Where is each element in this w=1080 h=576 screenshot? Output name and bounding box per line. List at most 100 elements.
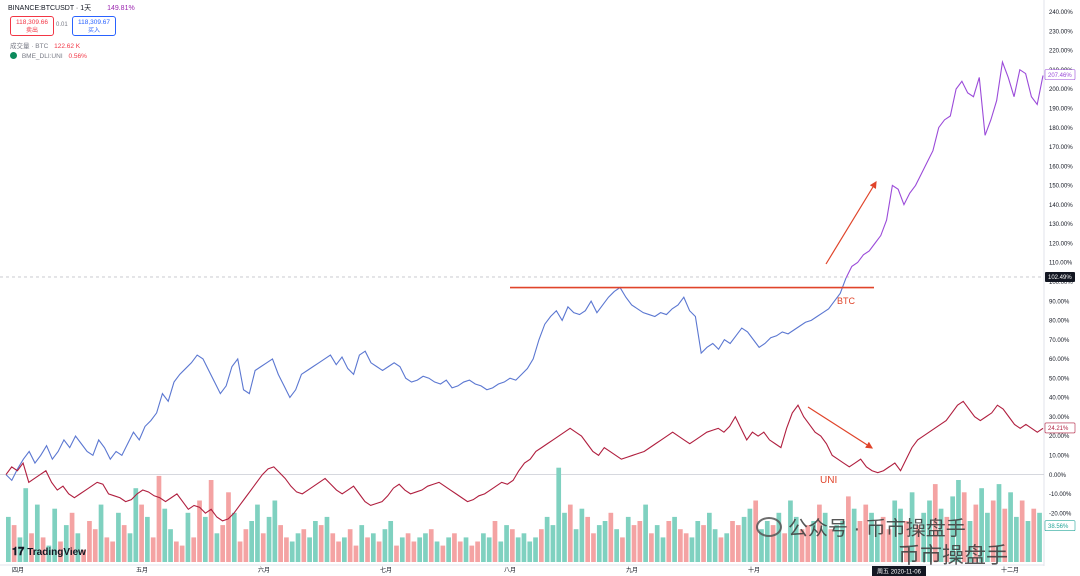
x-tick-label: 六月 [258,566,270,574]
wechat-icon [756,517,782,537]
volume-bar [550,525,556,562]
btc-last-price-tag: 207.46% [1044,69,1076,80]
volume-legend-label: 成交量 · BTC [10,43,49,50]
volume-bar [747,508,753,562]
buy-button[interactable]: 118,309.67 买入 [72,16,116,36]
volume-bar [185,512,191,562]
volume-bar [139,504,144,562]
buy-label: 买入 [87,28,100,34]
volume-bar [921,512,927,562]
tradingview-logo[interactable]: 𝟏𝟕 TradingView [12,546,86,559]
volume-bar [278,525,283,562]
volume-bar [104,537,110,562]
volume-bar [318,525,324,562]
sell-button[interactable]: 118,309.66 卖出 [10,16,54,36]
volume-bar [631,525,637,562]
volume-bar [985,512,990,562]
volume-bar [828,529,834,562]
volume-bar [932,484,938,562]
tradingview-logo-text: TradingView [27,547,86,558]
volume-bar [162,508,168,562]
volume-legend[interactable]: 成交量 · BTC 122.62 K [10,40,80,50]
volume-bar [1025,521,1031,562]
uni-last-price-tag: 24.21% [1044,422,1076,434]
volume-bar [272,500,278,562]
volume-bar [585,516,591,562]
volume-bar [817,504,822,562]
y-tick-label: 140.00% [1049,203,1073,209]
btc-annotation-label: BTC [837,296,856,306]
crosshair-price-tag-bg [1045,271,1075,282]
volume-bar [909,492,915,562]
volume-last-price-tag-bg [1044,520,1076,531]
volume-bar [950,496,956,562]
volume-bar [649,533,654,562]
volume-bar [660,537,666,562]
volume-bar [145,516,150,562]
x-tick-label: 四月 [12,567,24,574]
symbol-title[interactable]: BINANCE:BTCUSDT · 1天 [8,5,92,12]
volume-bar [336,541,341,562]
volume-bar [834,525,840,562]
volume-bar [527,541,533,562]
watermark-text-1: 公众号 · 币市操盘手 [788,518,966,540]
y-tick-label: -10.00% [1049,492,1072,498]
volume-bar [880,516,886,562]
volume-bar [214,533,220,562]
y-tick-label: 120.00% [1049,241,1073,247]
volume-bar [840,521,845,562]
volume-bar [608,512,614,562]
y-tick-label: 200.00% [1049,87,1073,93]
y-tick-label: 100.00% [1049,280,1073,286]
volume-bar [753,500,759,562]
volume-bar [510,529,515,562]
watermark-text-2: 币市操盘手 [898,543,1009,568]
volume-bar [428,529,434,562]
volume-bar [69,512,75,562]
volume-bar [990,500,996,562]
uni-symbol-icon [10,52,17,59]
volume-bar [116,512,121,562]
volume-bar [150,537,156,562]
volume-bar [678,529,683,562]
volume-bar [179,545,185,562]
y-tick-label: 190.00% [1049,106,1073,112]
y-tick-label: 0.00% [1049,473,1067,479]
watermark-primary: 公众号 · 币市操盘手 [756,512,966,541]
spread-value: 0.01 [56,22,68,28]
volume-bar [289,541,295,562]
volume-bar [463,537,469,562]
x-tick-label: 八月 [504,567,516,574]
volume-bar [197,500,202,562]
sell-label: 卖出 [25,28,38,34]
volume-bar [243,529,249,562]
volume-bar [892,500,898,562]
volume-bar [301,529,307,562]
uni-annotation-label: UNI [820,475,837,486]
y-tick-label: 30.00% [1049,415,1070,421]
compare-legend[interactable]: BME_DLI:UNI 0.56% [10,52,87,60]
volume-bar [869,512,874,562]
decline-arrow [807,406,874,449]
volume-bar [706,512,712,562]
volume-bar [52,508,58,562]
volume-bar [365,537,370,562]
volume-bar [846,496,851,562]
volume-bar [63,525,69,562]
volume-bar [579,508,585,562]
volume-bar [231,512,237,562]
symbol-header: BINANCE:BTCUSDT · 1天 149.81% [8,4,135,14]
volume-bar [220,525,226,562]
volume-bar [29,533,34,562]
volume-bar [307,537,312,562]
btc-last-price-tag-text: 207.46% [1048,73,1072,79]
volume-bar [805,525,811,562]
volume-bar [295,533,301,562]
y-tick-label: 180.00% [1049,126,1073,132]
volume-bar [938,508,944,562]
volume-bar [683,533,689,562]
volume-bar [735,525,741,562]
btc-series-line-upper [845,59,1044,279]
watermark-secondary: 币市操盘手 [898,538,1008,570]
